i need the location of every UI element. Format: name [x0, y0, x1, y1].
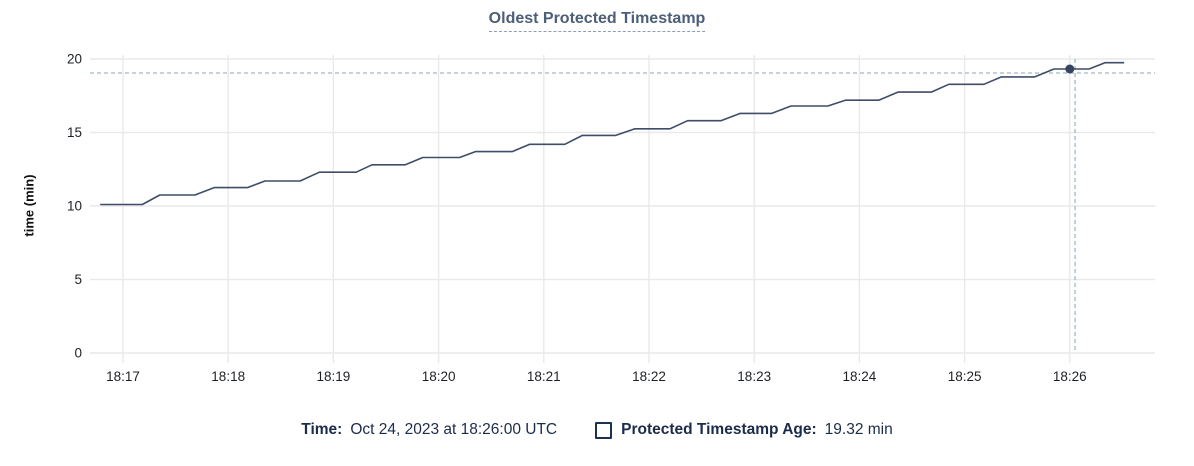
y-tick-label: 15 — [67, 125, 82, 140]
x-tick-label: 18:17 — [106, 369, 140, 384]
legend-series-label: Protected Timestamp Age: — [621, 421, 817, 438]
legend-time-label: Time: — [301, 421, 343, 438]
legend-series-value: 19.32 min — [824, 421, 893, 438]
series-line-protected-timestamp-age — [100, 61, 1125, 206]
legend-time: Time: Oct 24, 2023 at 18:26:00 UTC — [301, 421, 557, 439]
x-tick-label: 18:19 — [317, 369, 351, 384]
y-tick-label: 10 — [67, 199, 82, 214]
legend-time-value: Oct 24, 2023 at 18:26:00 UTC — [350, 421, 558, 438]
hover-point-dot — [1065, 64, 1075, 74]
series-checkbox-icon[interactable] — [595, 421, 613, 439]
x-tick-label: 18:18 — [211, 369, 245, 384]
y-tick-label: 0 — [74, 346, 82, 361]
chart-title[interactable]: Oldest Protected Timestamp — [488, 10, 706, 32]
x-tick-label: 18:26 — [1053, 369, 1087, 384]
chart-header: Oldest Protected Timestamp — [0, 10, 1194, 32]
x-tick-label: 18:20 — [422, 369, 456, 384]
line-chart-plot[interactable]: 0 5 10 15 20 18:17 18:18 18:19 18:20 18:21 18:22 18… — [0, 0, 1194, 410]
x-tick-label: 18:22 — [632, 369, 666, 384]
legend-series[interactable]: Protected Timestamp Age: 19.32 min — [595, 421, 893, 439]
chart-legend: Time: Oct 24, 2023 at 18:26:00 UTC Prote… — [0, 421, 1194, 439]
y-tick-label: 5 — [74, 272, 82, 287]
x-tick-label: 18:23 — [737, 369, 771, 384]
x-tick-label: 18:25 — [948, 369, 982, 384]
x-tick-label: 18:21 — [527, 369, 561, 384]
x-tick-label: 18:24 — [843, 369, 877, 384]
y-tick-label: 20 — [67, 52, 82, 67]
